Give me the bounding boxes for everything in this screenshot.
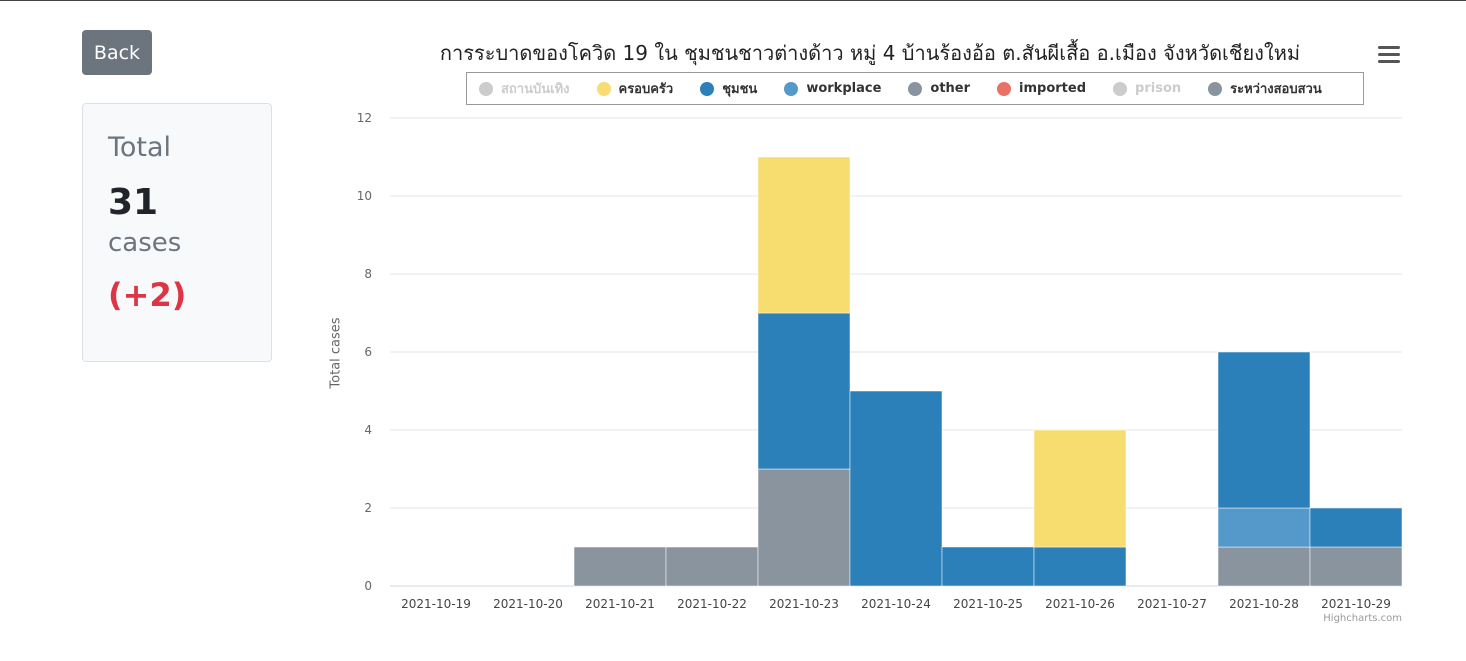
- x-tick-label: 2021-10-19: [401, 597, 471, 611]
- x-tick-label: 2021-10-28: [1229, 597, 1299, 611]
- bar-3-9: [1217, 507, 1311, 548]
- bar-7-2: [573, 546, 667, 587]
- legend-dot: [700, 81, 715, 96]
- x-tick-label: 2021-10-22: [677, 597, 747, 611]
- legend-label: workplace: [806, 81, 882, 96]
- legend-dot: [596, 81, 611, 96]
- legend-item-3[interactable]: workplace: [784, 81, 881, 96]
- legend-item-2[interactable]: ชุมชน: [700, 78, 757, 99]
- legend-dot: [479, 81, 493, 96]
- bar-7-4: [757, 468, 851, 587]
- bar-7-3: [665, 546, 759, 587]
- x-tick-label: 2021-10-20: [493, 597, 563, 611]
- legend-item-0[interactable]: สถานบันเทิง: [479, 78, 570, 99]
- x-tick-label: 2021-10-26: [1045, 597, 1115, 611]
- y-tick-label: 8: [364, 267, 372, 281]
- bar-7-9: [1217, 546, 1311, 587]
- legend-label: สถานบันเทิง: [501, 82, 570, 97]
- x-tick-label: 2021-10-27: [1137, 597, 1207, 611]
- legend-label: ครอบครัว: [618, 82, 674, 97]
- chart-menu-icon[interactable]: [1378, 46, 1400, 64]
- legend-item-7[interactable]: ระหว่างสอบสวน: [1208, 78, 1322, 99]
- legend-item-5[interactable]: imported: [997, 81, 1086, 96]
- x-tick-label: 2021-10-21: [585, 597, 655, 611]
- bar-2-9: [1217, 351, 1311, 509]
- legend-label: ระหว่างสอบสวน: [1230, 82, 1322, 97]
- y-tick-label: 4: [364, 423, 372, 437]
- legend-dot: [1113, 81, 1128, 96]
- legend-dot: [1208, 81, 1223, 96]
- legend-item-1[interactable]: ครอบครัว: [596, 78, 674, 99]
- total-cases-card: Total 31 cases (+2): [82, 103, 272, 362]
- bar-1-4: [757, 156, 851, 314]
- chart-title: การระบาดของโควิด 19 ใน ชุมชนชาวต่างด้าว …: [439, 41, 1301, 65]
- legend-label: imported: [1019, 81, 1087, 96]
- highcharts-credits[interactable]: Highcharts.com: [1323, 613, 1402, 624]
- bar-2-6: [941, 546, 1035, 587]
- x-tick-label: 2021-10-24: [861, 597, 931, 611]
- y-tick-label: 12: [357, 111, 372, 125]
- legend-dot: [908, 81, 923, 96]
- chart-legend: สถานบันเทิง ครอบครัว ชุมชน workplace other im…: [466, 72, 1364, 105]
- legend-label: ชุมชน: [722, 82, 758, 97]
- total-unit: cases: [108, 228, 182, 258]
- y-tick-label: 6: [364, 345, 372, 359]
- x-tick-label: 2021-10-29: [1321, 597, 1391, 611]
- legend-item-4[interactable]: other: [908, 81, 970, 96]
- total-label: Total: [108, 132, 172, 163]
- back-button[interactable]: Back: [82, 30, 152, 75]
- bar-2-10: [1309, 507, 1403, 548]
- y-tick-label: 10: [357, 189, 372, 203]
- x-tick-label: 2021-10-25: [953, 597, 1023, 611]
- legend-item-6[interactable]: prison: [1113, 81, 1181, 96]
- legend-dot: [784, 81, 799, 96]
- total-count: 31: [108, 182, 159, 223]
- bar-2-7: [1033, 546, 1127, 587]
- bar-2-4: [757, 312, 851, 470]
- legend-label: prison: [1135, 81, 1182, 96]
- legend-dot: [997, 81, 1012, 96]
- bar-2-5: [849, 390, 943, 587]
- bar-7-10: [1309, 546, 1403, 587]
- total-delta: (+2): [108, 276, 187, 314]
- y-tick-label: 0: [364, 579, 372, 593]
- bar-1-7: [1033, 429, 1127, 548]
- legend-label: other: [930, 81, 971, 96]
- y-tick-label: 2: [364, 501, 372, 515]
- x-tick-label: 2021-10-23: [769, 597, 839, 611]
